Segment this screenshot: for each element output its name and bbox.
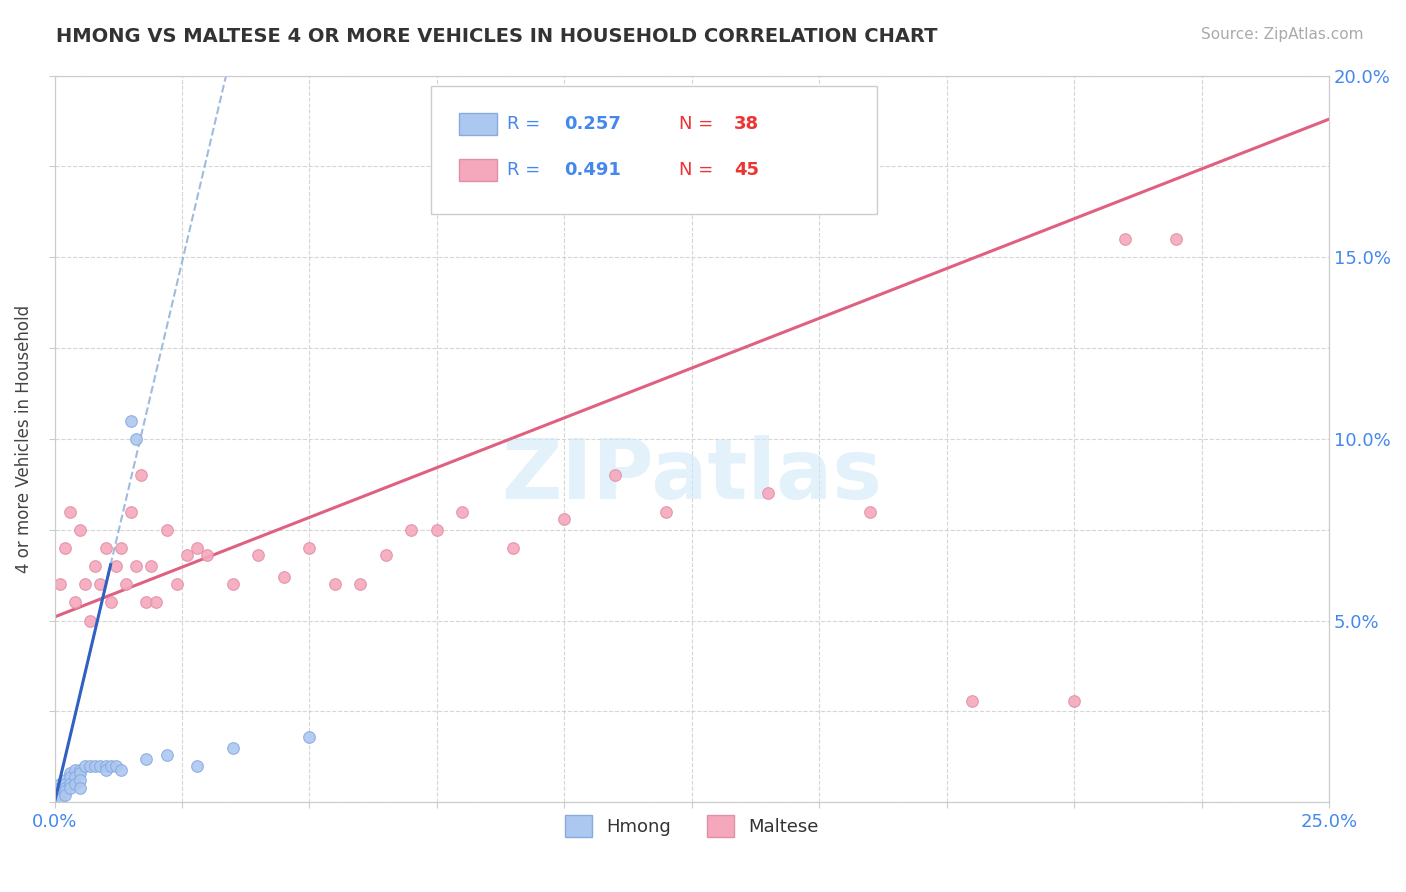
Point: [349, 577, 371, 591]
Point: [79, 759, 101, 773]
Text: 45: 45: [734, 161, 759, 179]
Point: [125, 559, 148, 574]
Point: [48, 791, 70, 805]
Point: [48, 788, 70, 802]
Point: [94, 759, 117, 773]
Point: [63, 770, 86, 784]
Point: [1063, 693, 1085, 707]
Point: [69, 766, 91, 780]
Point: [48, 791, 70, 805]
Point: [100, 595, 122, 609]
Point: [502, 541, 524, 555]
Point: [1114, 232, 1136, 246]
Text: N =: N =: [679, 161, 718, 179]
Point: [197, 548, 219, 562]
Point: [75, 577, 97, 591]
Point: [859, 505, 882, 519]
Point: [426, 523, 449, 537]
Point: [104, 759, 127, 773]
Point: [135, 752, 157, 766]
Text: R =: R =: [508, 161, 546, 179]
Text: HMONG VS MALTESE 4 OR MORE VEHICLES IN HOUSEHOLD CORRELATION CHART: HMONG VS MALTESE 4 OR MORE VEHICLES IN H…: [56, 27, 938, 45]
Point: [605, 468, 627, 483]
Text: 0.491: 0.491: [564, 161, 621, 179]
Point: [48, 577, 70, 591]
Point: [69, 773, 91, 788]
FancyBboxPatch shape: [458, 113, 496, 135]
Point: [48, 780, 70, 795]
Point: [48, 784, 70, 798]
Point: [145, 595, 167, 609]
Point: [135, 595, 157, 609]
Point: [53, 541, 76, 555]
Point: [59, 505, 82, 519]
Point: [176, 548, 198, 562]
Point: [186, 759, 208, 773]
Point: [53, 777, 76, 791]
Point: [756, 486, 779, 500]
Point: [115, 577, 138, 591]
Point: [156, 523, 179, 537]
Point: [655, 505, 678, 519]
Point: [69, 523, 91, 537]
Point: [104, 559, 127, 574]
Point: [94, 541, 117, 555]
Point: [323, 577, 346, 591]
Point: [166, 577, 188, 591]
Point: [59, 770, 82, 784]
FancyBboxPatch shape: [430, 87, 877, 213]
Text: Source: ZipAtlas.com: Source: ZipAtlas.com: [1201, 27, 1364, 42]
Point: [273, 570, 295, 584]
Point: [89, 759, 111, 773]
Point: [298, 541, 321, 555]
Point: [84, 559, 107, 574]
Point: [94, 763, 117, 777]
Point: [59, 766, 82, 780]
Point: [129, 468, 152, 483]
Point: [79, 614, 101, 628]
Point: [451, 505, 474, 519]
Point: [960, 693, 983, 707]
Text: N =: N =: [679, 115, 718, 133]
Point: [59, 777, 82, 791]
Point: [120, 414, 142, 428]
Point: [141, 559, 163, 574]
Legend: Hmong, Maltese: Hmong, Maltese: [557, 807, 827, 844]
Text: R =: R =: [508, 115, 546, 133]
Text: ZIPatlas: ZIPatlas: [502, 434, 883, 516]
Point: [401, 523, 423, 537]
Point: [63, 777, 86, 791]
Point: [75, 759, 97, 773]
Point: [247, 548, 270, 562]
Point: [59, 780, 82, 795]
Point: [48, 777, 70, 791]
Point: [89, 577, 111, 591]
Point: [298, 730, 321, 744]
Point: [374, 548, 396, 562]
FancyBboxPatch shape: [458, 159, 496, 181]
Point: [53, 773, 76, 788]
Text: 0.257: 0.257: [564, 115, 621, 133]
Point: [125, 432, 148, 446]
Text: 38: 38: [734, 115, 759, 133]
Point: [186, 541, 208, 555]
Point: [100, 759, 122, 773]
Point: [222, 740, 245, 755]
Y-axis label: 4 or more Vehicles in Household: 4 or more Vehicles in Household: [15, 305, 32, 573]
Point: [1166, 232, 1188, 246]
Point: [553, 512, 575, 526]
Point: [53, 788, 76, 802]
Point: [69, 780, 91, 795]
Point: [53, 780, 76, 795]
Point: [63, 595, 86, 609]
Point: [222, 577, 245, 591]
Point: [53, 784, 76, 798]
Point: [120, 505, 142, 519]
Point: [63, 763, 86, 777]
Point: [69, 763, 91, 777]
Point: [110, 763, 132, 777]
Point: [110, 541, 132, 555]
Point: [84, 759, 107, 773]
Point: [156, 747, 179, 762]
